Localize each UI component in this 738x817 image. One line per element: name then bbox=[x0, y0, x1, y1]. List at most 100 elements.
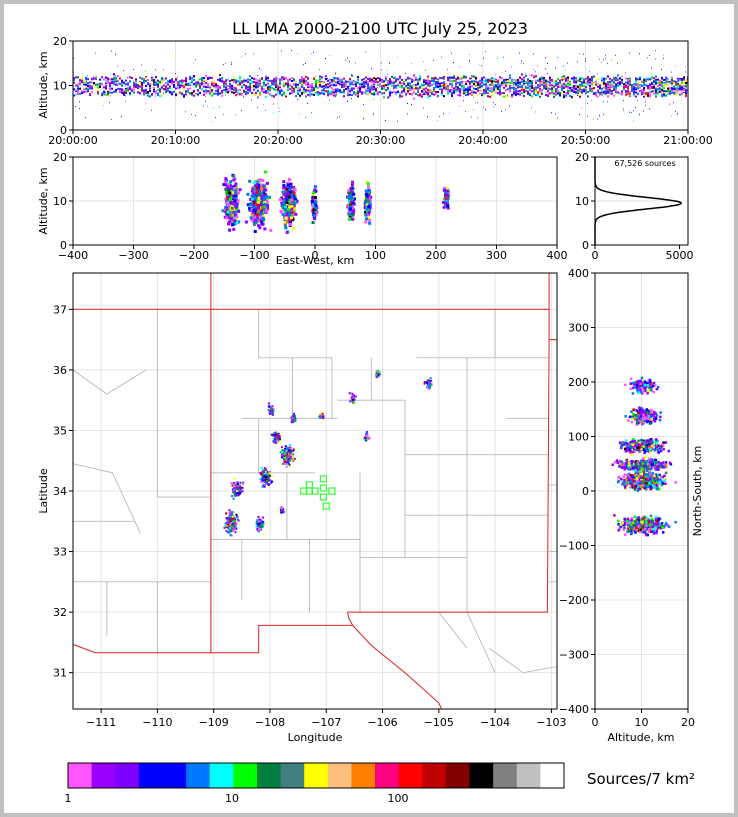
time-altitude-source bbox=[347, 87, 349, 90]
time-altitude-source bbox=[311, 112, 312, 114]
time-altitude-source bbox=[583, 88, 585, 91]
time-altitude-source bbox=[291, 76, 293, 79]
time-altitude-source bbox=[199, 86, 200, 88]
map-source bbox=[228, 530, 231, 533]
time-altitude-source bbox=[621, 76, 623, 79]
time-altitude-source bbox=[401, 95, 403, 98]
east-west-source bbox=[232, 212, 236, 216]
time-altitude-source bbox=[613, 85, 615, 88]
time-altitude-source bbox=[211, 88, 213, 91]
time-altitude-source bbox=[433, 78, 434, 80]
east-west-source bbox=[283, 190, 287, 194]
time-altitude-source bbox=[331, 87, 333, 90]
time-altitude-source bbox=[393, 84, 395, 87]
time-altitude-source bbox=[79, 87, 81, 90]
time-altitude-source bbox=[175, 87, 177, 90]
time-altitude-source bbox=[479, 85, 481, 88]
time-altitude-source bbox=[313, 87, 315, 90]
time-altitude-source bbox=[567, 76, 569, 79]
map-source bbox=[267, 483, 270, 486]
time-altitude-source bbox=[685, 92, 687, 95]
time-altitude-source bbox=[313, 77, 315, 80]
time-altitude-source bbox=[601, 61, 602, 63]
time-altitude-source bbox=[95, 83, 97, 86]
east-west-source bbox=[311, 209, 315, 213]
time-altitude-source bbox=[79, 80, 81, 83]
time-altitude-source bbox=[647, 57, 648, 59]
time-altitude-source bbox=[111, 119, 112, 121]
time-altitude-source bbox=[279, 82, 281, 85]
time-altitude-source bbox=[627, 90, 629, 93]
time-altitude-source bbox=[635, 88, 637, 91]
time-altitude-source bbox=[279, 86, 281, 89]
time-altitude-source bbox=[203, 93, 205, 96]
time-altitude-source bbox=[365, 81, 367, 84]
time-altitude-source bbox=[431, 77, 433, 80]
map-source bbox=[263, 470, 266, 473]
time-altitude-source bbox=[651, 73, 652, 75]
time-altitude-source bbox=[307, 86, 309, 89]
map-source bbox=[259, 523, 262, 526]
time-altitude-source bbox=[197, 81, 199, 84]
time-altitude-source bbox=[273, 77, 275, 80]
time-altitude-source bbox=[183, 81, 184, 83]
time-altitude-source bbox=[599, 58, 600, 60]
time-altitude-source bbox=[415, 87, 417, 90]
time-altitude-source bbox=[83, 82, 85, 85]
time-altitude-source bbox=[437, 91, 439, 94]
time-altitude-source bbox=[319, 79, 320, 81]
map-source bbox=[284, 445, 287, 448]
time-altitude-source bbox=[105, 79, 107, 82]
time-altitude-source bbox=[605, 87, 607, 90]
east-west-source bbox=[290, 198, 294, 202]
time-altitude-source bbox=[379, 91, 381, 94]
time-altitude-source bbox=[143, 81, 145, 84]
time-altitude-source bbox=[601, 77, 603, 80]
time-altitude-source bbox=[509, 82, 511, 85]
time-altitude-source bbox=[551, 84, 553, 87]
time-altitude-source bbox=[561, 83, 563, 86]
time-altitude-source bbox=[545, 82, 547, 85]
time-altitude-source bbox=[589, 86, 591, 89]
time-altitude-source bbox=[577, 89, 579, 92]
time-altitude-source bbox=[333, 84, 335, 87]
east-west-source bbox=[248, 208, 252, 212]
east-west-source bbox=[257, 187, 261, 191]
time-altitude-source bbox=[613, 82, 614, 84]
time-altitude-source bbox=[661, 95, 663, 98]
time-altitude-source bbox=[667, 77, 668, 79]
time-altitude-source bbox=[677, 113, 678, 115]
time-altitude-source bbox=[505, 94, 507, 97]
time-altitude-source bbox=[663, 57, 664, 59]
time-altitude-source bbox=[533, 76, 535, 79]
time-altitude-source bbox=[509, 105, 510, 107]
time-altitude-source bbox=[95, 52, 96, 54]
time-altitude-source bbox=[87, 75, 88, 77]
time-altitude-source bbox=[531, 84, 533, 87]
time-altitude-source bbox=[293, 78, 295, 81]
time-altitude-source bbox=[385, 84, 387, 87]
east-west-source bbox=[288, 217, 292, 221]
east-west-source bbox=[351, 201, 355, 205]
county-boundary bbox=[73, 369, 147, 395]
time-altitude-source bbox=[683, 92, 685, 95]
time-altitude-source bbox=[353, 80, 354, 82]
time-altitude-source bbox=[379, 85, 381, 88]
time-altitude-source bbox=[281, 88, 282, 90]
east-west-source bbox=[349, 205, 353, 209]
time-altitude-source bbox=[227, 91, 229, 94]
time-altitude-source bbox=[561, 89, 563, 92]
time-tick-label: 20:20:00 bbox=[253, 134, 302, 147]
time-altitude-source bbox=[655, 79, 657, 82]
map-source bbox=[237, 486, 240, 489]
time-altitude-source bbox=[269, 92, 271, 95]
map-source bbox=[260, 473, 263, 476]
time-altitude-source bbox=[351, 74, 353, 77]
time-altitude-source bbox=[593, 75, 595, 78]
time-altitude-source bbox=[499, 86, 501, 89]
time-altitude-source bbox=[205, 79, 207, 82]
time-altitude-source bbox=[389, 62, 390, 64]
time-altitude-source bbox=[301, 77, 303, 80]
time-altitude-source bbox=[315, 92, 317, 95]
east-west-source bbox=[225, 214, 229, 218]
